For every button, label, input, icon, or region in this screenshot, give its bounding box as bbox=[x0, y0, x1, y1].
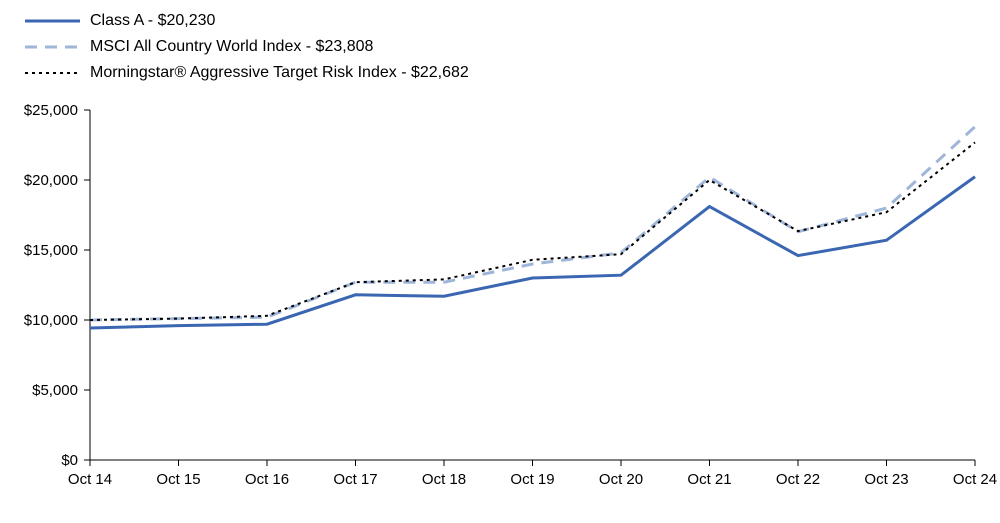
svg-text:Oct 20: Oct 20 bbox=[599, 471, 643, 488]
svg-text:Oct 21: Oct 21 bbox=[687, 471, 731, 488]
svg-text:Oct 17: Oct 17 bbox=[333, 471, 377, 488]
svg-text:Oct 14: Oct 14 bbox=[68, 471, 112, 488]
svg-text:$10,000: $10,000 bbox=[24, 312, 78, 329]
chart-plot: $0 $5,000 $10,000 $15,000 $20,000 $25,000 Oct … bbox=[0, 0, 1000, 523]
svg-text:$20,000: $20,000 bbox=[24, 172, 78, 189]
growth-chart: Class A - $20,230 MSCI All Country World… bbox=[0, 0, 1000, 523]
svg-text:Oct 16: Oct 16 bbox=[245, 471, 289, 488]
svg-text:Oct 23: Oct 23 bbox=[864, 471, 908, 488]
svg-text:$5,000: $5,000 bbox=[32, 382, 78, 399]
svg-text:$0: $0 bbox=[61, 452, 78, 469]
svg-text:$25,000: $25,000 bbox=[24, 102, 78, 119]
svg-text:Oct 22: Oct 22 bbox=[776, 471, 820, 488]
svg-text:Oct 24: Oct 24 bbox=[953, 471, 997, 488]
svg-text:Oct 18: Oct 18 bbox=[422, 471, 466, 488]
svg-text:Oct 15: Oct 15 bbox=[156, 471, 200, 488]
svg-text:$15,000: $15,000 bbox=[24, 242, 78, 259]
svg-text:Oct 19: Oct 19 bbox=[510, 471, 554, 488]
